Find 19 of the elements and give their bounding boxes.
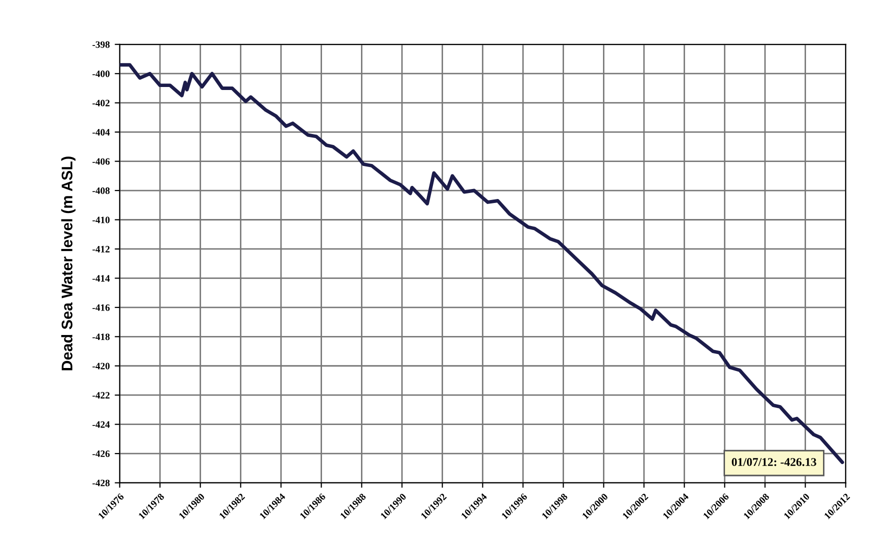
y-tick-label: -400 (92, 70, 110, 78)
y-tick-label: -410 (92, 216, 110, 224)
y-axis-title: Dead Sea Water level (m ASL) (61, 156, 76, 370)
y-tick-label: -398 (92, 41, 110, 48)
y-tick-label: -424 (92, 421, 110, 428)
y-tick-label: -426 (92, 450, 110, 458)
y-tick-label: -418 (92, 334, 110, 340)
y-tick-label: -416 (92, 304, 110, 311)
y-tick-label: -414 (92, 275, 110, 282)
y-tick-label: -428 (92, 480, 110, 486)
y-tick-label: -420 (92, 362, 110, 370)
y-tick-label: -412 (92, 246, 110, 252)
y-tick-label: -404 (92, 128, 110, 136)
annotation: 01/07/12: -426.13 (732, 458, 816, 466)
line-series (120, 63, 844, 464)
y-tick-label: -402 (92, 100, 110, 106)
y-tick-label: -406 (92, 158, 110, 165)
y-tick-label: -408 (92, 187, 110, 194)
y-tick-label: -422 (92, 392, 110, 398)
